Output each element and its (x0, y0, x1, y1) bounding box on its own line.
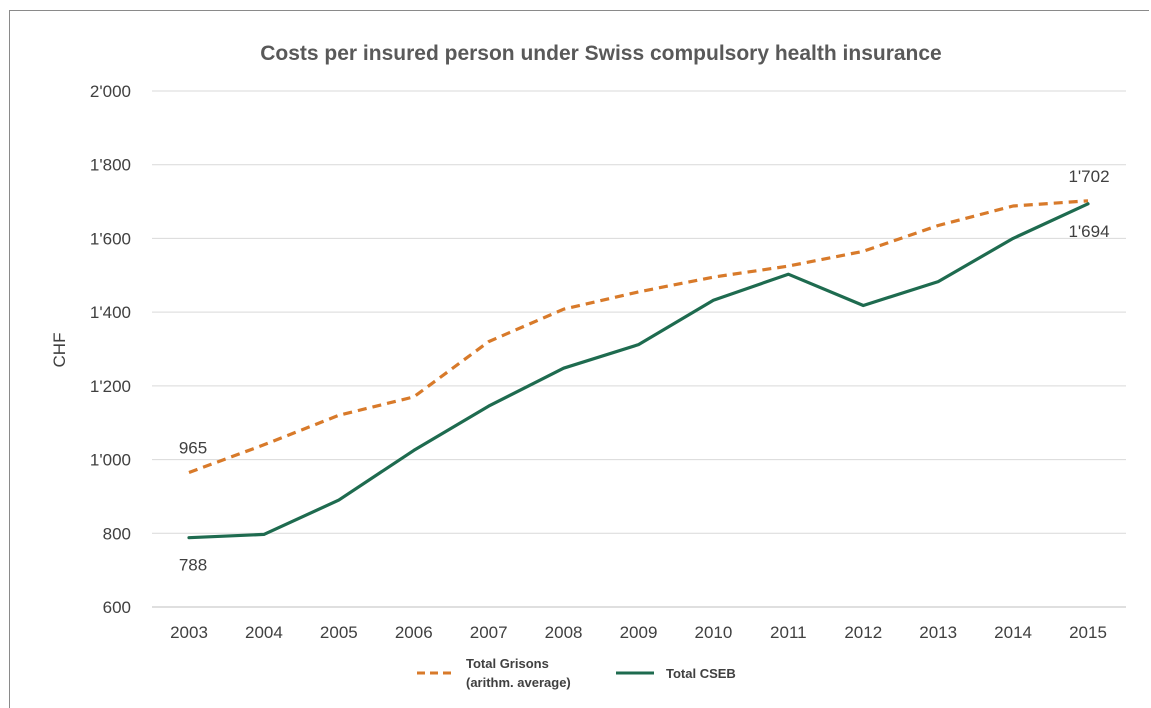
legend-label-0: (arithm. average) (466, 675, 571, 690)
x-tick-label: 2006 (395, 623, 433, 642)
x-tick-label: 2009 (620, 623, 658, 642)
chart-title: Costs per insured person under Swiss com… (260, 42, 942, 65)
x-tick-label: 2012 (844, 623, 882, 642)
y-tick-label: 2'000 (90, 82, 131, 101)
y-tick-label: 600 (103, 598, 131, 617)
y-tick-label: 800 (103, 524, 131, 543)
x-tick-label: 2011 (770, 623, 807, 642)
data-labels: 965 788 1'702 1'694 (179, 167, 1110, 575)
x-tick-label: 2008 (545, 623, 583, 642)
legend-label-1: Total CSEB (666, 666, 736, 681)
x-tick-label: 2004 (245, 623, 283, 642)
x-tick-label: 2013 (919, 623, 957, 642)
y-tick-label: 1'200 (90, 377, 131, 396)
legend: Total Grisons (arithm. average) Total CSEB (417, 656, 736, 690)
data-label: 788 (179, 556, 207, 575)
x-tick-label: 2010 (695, 623, 733, 642)
x-tick-label: 2005 (320, 623, 358, 642)
x-tick-label: 2007 (470, 623, 508, 642)
x-tick-label: 2015 (1069, 623, 1107, 642)
y-tick-label: 1'400 (90, 303, 131, 322)
data-label: 965 (179, 438, 207, 457)
x-tick-label: 2003 (170, 623, 208, 642)
y-tick-label: 1'000 (90, 451, 131, 470)
series-line-0 (188, 199, 1089, 475)
legend-label-0: Total Grisons (466, 656, 549, 671)
x-axis-ticks: 2003 2004 2005 2006 2007 2008 2009 2010 2011 2012… (170, 623, 1107, 642)
y-axis-label: CHF (50, 333, 69, 368)
series-line-1 (187, 202, 1090, 540)
chart-frame (9, 10, 1149, 708)
data-label: 1'694 (1068, 222, 1109, 241)
y-tick-label: 1'800 (90, 156, 131, 175)
gridlines (152, 90, 1126, 608)
y-axis-ticks: 600 800 1'000 1'200 1'400 1'600 1'800 2'000 (90, 82, 131, 617)
y-tick-label: 1'600 (90, 229, 131, 248)
series-lines (187, 199, 1090, 540)
data-label: 1'702 (1068, 167, 1109, 186)
x-tick-label: 2014 (994, 623, 1032, 642)
